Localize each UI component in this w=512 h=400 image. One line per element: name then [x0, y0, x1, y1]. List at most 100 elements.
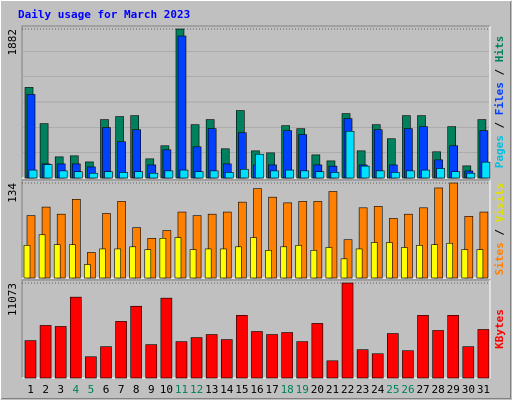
- bar: [446, 242, 454, 279]
- legend-entry: Visits: [493, 183, 506, 223]
- x-tick-label: 24: [371, 383, 385, 396]
- bar: [102, 127, 111, 179]
- bar: [207, 213, 217, 279]
- legend-entry: Files: [493, 82, 506, 115]
- bar: [447, 315, 460, 379]
- bar: [130, 305, 142, 379]
- x-tick-label: 2: [42, 383, 49, 396]
- bar: [476, 249, 484, 279]
- bar: [479, 211, 489, 279]
- bar: [421, 169, 430, 179]
- bar: [326, 360, 339, 379]
- bar: [298, 201, 308, 279]
- bar: [462, 346, 475, 379]
- x-tick-label: 4: [73, 383, 80, 396]
- bar: [315, 171, 325, 179]
- bar: [370, 242, 378, 279]
- bar: [402, 350, 414, 379]
- bar: [281, 332, 293, 379]
- bar: [466, 172, 476, 179]
- legend-entry: Pages: [493, 135, 506, 168]
- x-tick-label: 18: [281, 383, 294, 396]
- x-tick-label: 14: [220, 383, 234, 396]
- bar: [253, 188, 262, 279]
- bar: [404, 213, 413, 279]
- bar: [134, 171, 143, 179]
- legend-entry: Hits: [493, 36, 506, 63]
- legend: Pages / Files / Hits: [493, 36, 506, 169]
- bar: [419, 207, 428, 279]
- bar: [401, 247, 408, 279]
- x-tick-label: 12: [190, 383, 203, 396]
- bar: [280, 246, 287, 279]
- bar: [432, 330, 444, 379]
- bar: [285, 169, 294, 179]
- bar: [283, 202, 292, 279]
- x-tick-label: 19: [296, 383, 309, 396]
- bar: [174, 237, 182, 279]
- x-tick-label: 1: [27, 383, 34, 396]
- bar: [240, 168, 249, 179]
- x-tick-label: 13: [205, 383, 218, 396]
- bar: [235, 246, 242, 279]
- bar: [481, 161, 491, 179]
- x-tick-label: 25: [386, 383, 399, 396]
- bar: [205, 334, 218, 379]
- x-tick-label: 16: [250, 383, 263, 396]
- bar: [53, 244, 61, 279]
- bar: [144, 249, 152, 279]
- bar: [417, 315, 429, 379]
- x-tick-label: 9: [148, 383, 155, 396]
- bar: [255, 153, 264, 179]
- x-tick-label: 7: [118, 383, 125, 396]
- bar: [38, 234, 46, 279]
- bar: [89, 172, 98, 179]
- bar: [204, 248, 212, 279]
- panel-bevel: [21, 279, 490, 378]
- x-tick-label: 28: [432, 383, 445, 396]
- bar: [23, 245, 31, 279]
- bar: [219, 248, 227, 279]
- legend-entry: KBytes: [493, 309, 506, 349]
- bar: [250, 237, 257, 279]
- y-max-label: 11073: [6, 283, 19, 316]
- x-tick-label: 15: [235, 383, 248, 396]
- bar: [114, 248, 121, 279]
- bar: [85, 356, 97, 379]
- bar: [102, 213, 111, 279]
- bar: [54, 326, 67, 379]
- bar: [461, 249, 469, 279]
- bar: [99, 248, 106, 279]
- legend-separator: /: [493, 115, 506, 135]
- bar: [68, 244, 76, 279]
- bar: [159, 237, 167, 279]
- bar: [24, 340, 37, 379]
- bar: [387, 333, 399, 379]
- x-tick-label: 23: [356, 383, 369, 396]
- x-tick-label: 31: [477, 383, 490, 396]
- bar: [119, 172, 128, 179]
- bar: [360, 165, 370, 179]
- bar: [310, 250, 318, 279]
- x-tick-label: 20: [311, 383, 324, 396]
- y-max-label: 134: [6, 183, 19, 203]
- bar: [164, 170, 174, 179]
- bar: [160, 297, 173, 379]
- bar: [190, 337, 203, 379]
- panel-bevel: [21, 25, 490, 178]
- bar: [132, 129, 141, 179]
- bar: [464, 216, 474, 279]
- bar: [39, 325, 52, 379]
- y-max-label: 1882: [6, 29, 19, 56]
- x-tick-label: 8: [133, 383, 140, 396]
- bar: [194, 171, 204, 179]
- bar: [386, 242, 393, 279]
- bar: [224, 172, 234, 179]
- bar: [296, 341, 309, 379]
- bar: [391, 172, 400, 179]
- x-tick-label: 17: [265, 383, 278, 396]
- bar: [220, 339, 233, 379]
- bar: [406, 170, 415, 179]
- bar: [451, 171, 461, 179]
